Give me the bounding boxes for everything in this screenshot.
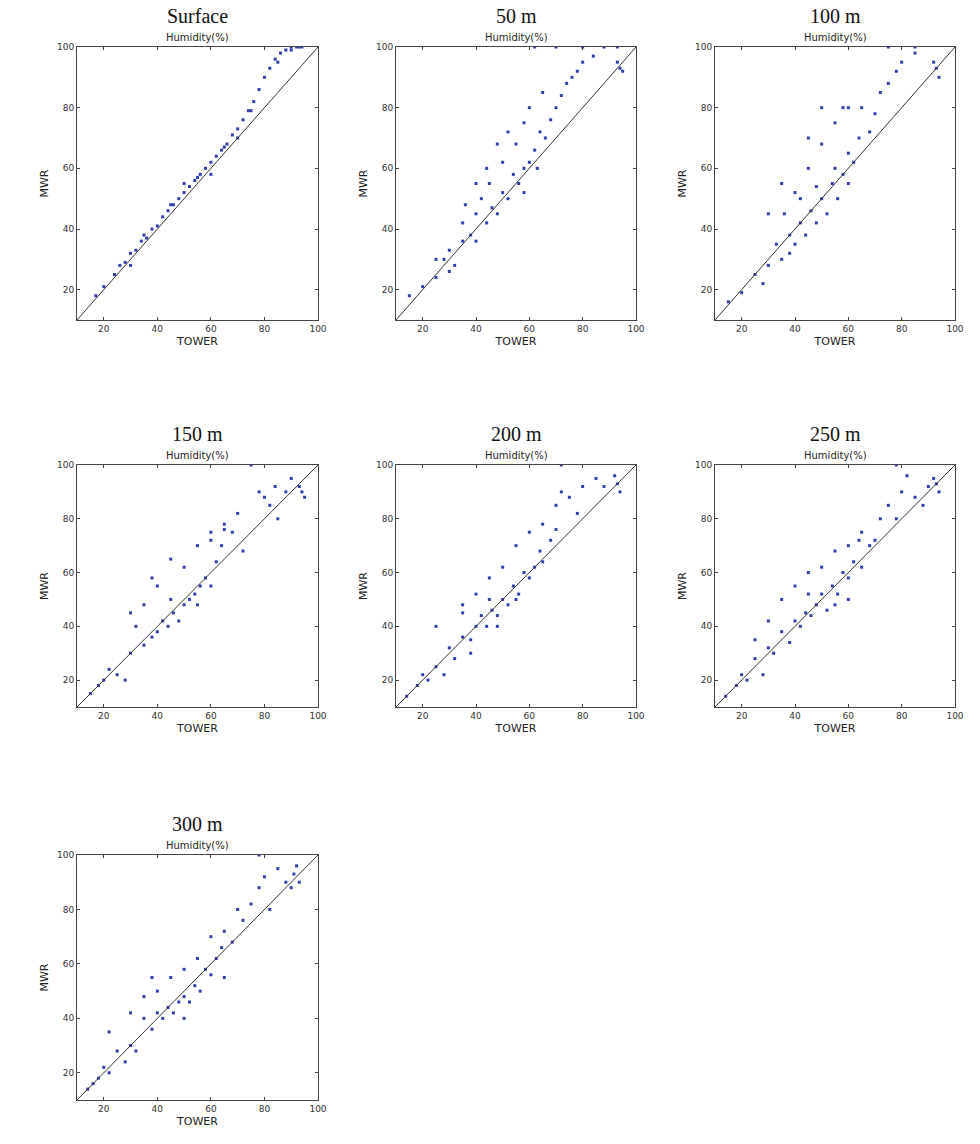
svg-text:60: 60 (205, 324, 217, 334)
svg-text:60: 60 (524, 324, 536, 334)
svg-text:Surface: Surface (167, 5, 228, 27)
svg-text:100: 100 (309, 1104, 326, 1114)
svg-text:40: 40 (789, 711, 801, 721)
svg-text:20: 20 (736, 711, 748, 721)
svg-text:40: 40 (701, 224, 713, 234)
svg-text:40: 40 (789, 324, 801, 334)
svg-text:50 m: 50 m (496, 5, 537, 27)
svg-text:80: 80 (259, 711, 271, 721)
svg-text:20: 20 (417, 324, 429, 334)
svg-text:Humidity(%): Humidity(%) (804, 450, 867, 461)
svg-text:40: 40 (152, 1104, 164, 1114)
svg-text:MWR: MWR (676, 169, 689, 197)
svg-text:TOWER: TOWER (176, 722, 218, 735)
svg-text:100: 100 (695, 42, 712, 52)
svg-text:60: 60 (63, 959, 75, 969)
svg-text:TOWER: TOWER (176, 335, 218, 348)
svg-text:TOWER: TOWER (495, 722, 537, 735)
svg-text:80: 80 (382, 514, 394, 524)
svg-text:100: 100 (376, 460, 393, 470)
svg-text:60: 60 (701, 163, 713, 173)
svg-text:MWR: MWR (357, 572, 370, 600)
svg-text:60: 60 (843, 711, 855, 721)
svg-text:MWR: MWR (38, 963, 51, 991)
svg-text:20: 20 (701, 285, 713, 295)
svg-text:Humidity(%): Humidity(%) (485, 450, 548, 461)
svg-text:20: 20 (98, 324, 110, 334)
svg-text:100: 100 (376, 42, 393, 52)
svg-text:20: 20 (98, 1104, 110, 1114)
svg-text:80: 80 (63, 905, 75, 915)
svg-text:100: 100 (57, 850, 74, 860)
svg-text:100 m: 100 m (810, 5, 861, 27)
svg-text:20: 20 (382, 675, 394, 685)
svg-text:60: 60 (205, 1104, 217, 1114)
svg-text:TOWER: TOWER (814, 335, 856, 348)
svg-text:60: 60 (63, 163, 75, 173)
svg-text:300 m: 300 m (172, 813, 223, 835)
svg-text:20: 20 (98, 711, 110, 721)
svg-text:60: 60 (701, 568, 713, 578)
svg-text:150 m: 150 m (172, 423, 223, 445)
svg-text:80: 80 (577, 711, 589, 721)
svg-text:Humidity(%): Humidity(%) (166, 450, 229, 461)
svg-text:100: 100 (627, 711, 644, 721)
svg-text:40: 40 (382, 224, 394, 234)
svg-text:80: 80 (577, 324, 589, 334)
svg-text:40: 40 (152, 711, 164, 721)
svg-text:100: 100 (57, 42, 74, 52)
svg-text:20: 20 (63, 675, 75, 685)
svg-text:80: 80 (259, 324, 271, 334)
svg-text:250 m: 250 m (810, 423, 861, 445)
svg-text:TOWER: TOWER (814, 722, 856, 735)
svg-text:TOWER: TOWER (495, 335, 537, 348)
svg-text:100: 100 (946, 324, 963, 334)
svg-text:100: 100 (309, 711, 326, 721)
svg-text:100: 100 (627, 324, 644, 334)
svg-text:80: 80 (63, 514, 75, 524)
svg-text:100: 100 (695, 460, 712, 470)
svg-text:TOWER: TOWER (176, 1115, 218, 1128)
svg-text:80: 80 (382, 103, 394, 113)
svg-text:80: 80 (259, 1104, 271, 1114)
svg-text:60: 60 (524, 711, 536, 721)
svg-text:20: 20 (63, 285, 75, 295)
svg-text:MWR: MWR (38, 572, 51, 600)
svg-text:Humidity(%): Humidity(%) (485, 32, 548, 43)
svg-text:40: 40 (701, 621, 713, 631)
svg-text:20: 20 (701, 675, 713, 685)
svg-text:40: 40 (152, 324, 164, 334)
svg-text:Humidity(%): Humidity(%) (804, 32, 867, 43)
svg-text:Humidity(%): Humidity(%) (166, 32, 229, 43)
svg-text:60: 60 (382, 568, 394, 578)
svg-text:80: 80 (896, 711, 908, 721)
svg-text:200 m: 200 m (491, 423, 542, 445)
svg-text:20: 20 (417, 711, 429, 721)
svg-text:100: 100 (57, 460, 74, 470)
svg-text:80: 80 (701, 103, 713, 113)
svg-text:60: 60 (382, 163, 394, 173)
svg-text:60: 60 (843, 324, 855, 334)
svg-text:80: 80 (701, 514, 713, 524)
svg-text:MWR: MWR (38, 169, 51, 197)
svg-text:40: 40 (470, 711, 482, 721)
svg-text:MWR: MWR (357, 169, 370, 197)
svg-text:40: 40 (382, 621, 394, 631)
svg-text:20: 20 (736, 324, 748, 334)
svg-text:20: 20 (382, 285, 394, 295)
svg-text:40: 40 (63, 1013, 75, 1023)
svg-text:80: 80 (63, 103, 75, 113)
svg-text:40: 40 (63, 621, 75, 631)
svg-text:Humidity(%): Humidity(%) (166, 840, 229, 851)
svg-text:40: 40 (470, 324, 482, 334)
svg-text:20: 20 (63, 1068, 75, 1078)
svg-text:40: 40 (63, 224, 75, 234)
svg-text:MWR: MWR (676, 572, 689, 600)
svg-text:60: 60 (205, 711, 217, 721)
svg-text:60: 60 (63, 568, 75, 578)
svg-text:80: 80 (896, 324, 908, 334)
svg-text:100: 100 (946, 711, 963, 721)
svg-text:100: 100 (309, 324, 326, 334)
